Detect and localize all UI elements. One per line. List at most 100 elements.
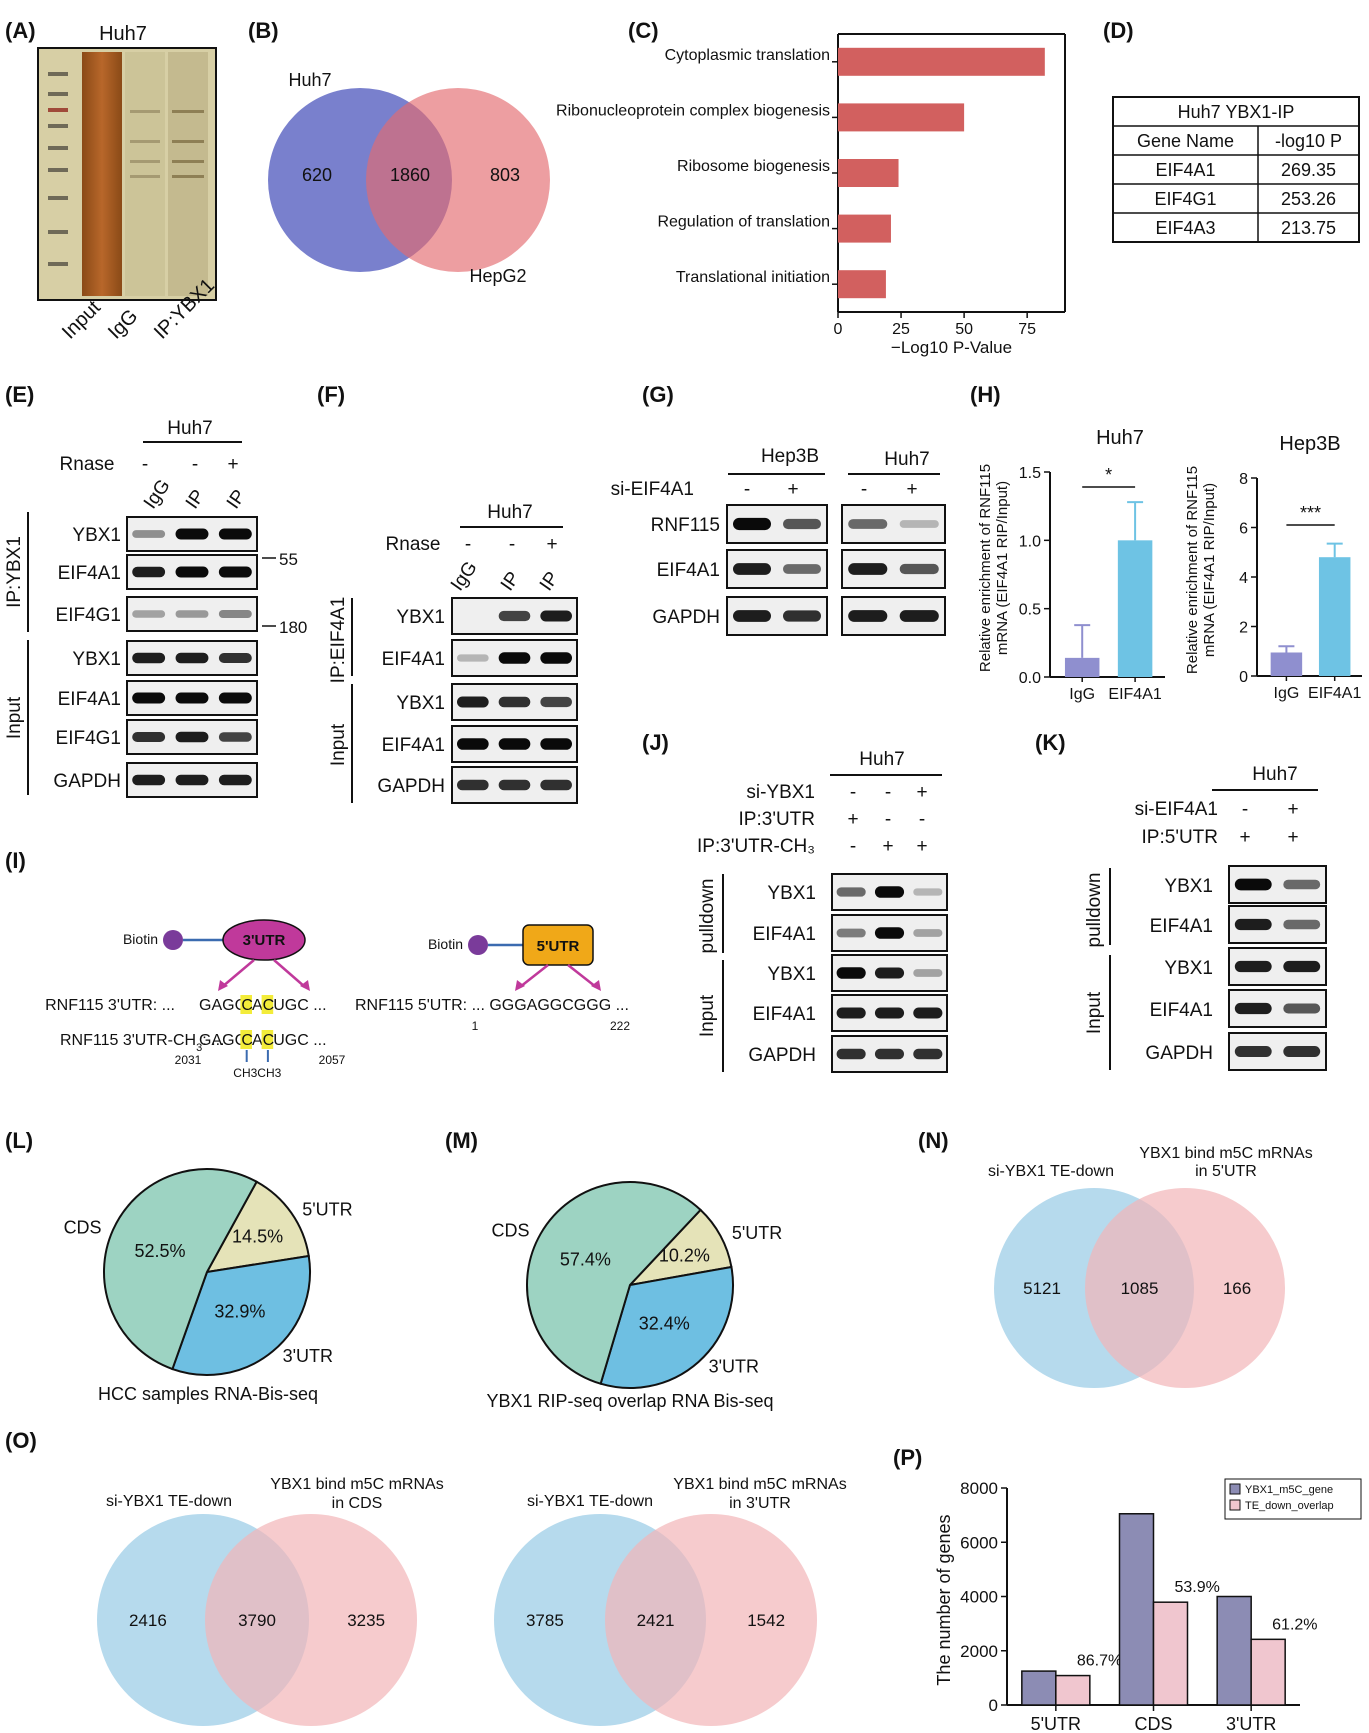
blot-band bbox=[733, 517, 771, 531]
venn-o-left-set1: si-YBX1 TE-down bbox=[106, 1493, 232, 1510]
chart-h-title: Huh7 bbox=[1096, 427, 1144, 449]
blot-f-ip-band-label: EIF4A1 bbox=[382, 649, 445, 670]
venn-b-circle-hepg2 bbox=[366, 88, 550, 272]
biotin-5utr-icon bbox=[468, 935, 488, 955]
blot-j-pulldown-band-label: YBX1 bbox=[767, 883, 816, 904]
blot-band bbox=[218, 774, 252, 786]
blot-band bbox=[498, 610, 531, 622]
blot-e-cell: Huh7 bbox=[167, 418, 212, 439]
blot-band bbox=[175, 774, 209, 786]
blot-k-input-band-label: GAPDH bbox=[1145, 1043, 1213, 1064]
blot-band bbox=[218, 566, 252, 578]
blot-band bbox=[836, 967, 866, 979]
chart-h-bar bbox=[1318, 557, 1351, 676]
seq-highlight bbox=[261, 1030, 274, 1049]
blot-band bbox=[848, 563, 888, 575]
blot-band bbox=[899, 520, 939, 528]
blot-j-group-pulldown: pulldown bbox=[697, 879, 718, 954]
blot-j-condition: IP:3'UTR-CH₃ bbox=[697, 836, 815, 857]
seq-3utr-pos-start: 2031 bbox=[175, 1053, 202, 1067]
blot-band bbox=[175, 652, 209, 664]
venn-o-left-only1: 2416 bbox=[129, 1611, 167, 1630]
probe-5utr-box bbox=[522, 924, 594, 966]
venn-b-only2: 803 bbox=[490, 165, 520, 185]
blot-f-lane-label: IgG bbox=[447, 558, 482, 595]
chart-c-category-label: Regulation of translation bbox=[657, 214, 830, 231]
blot-band bbox=[836, 887, 866, 897]
biotin-5utr-label: Biotin bbox=[428, 936, 463, 952]
venn-o-left-set2-line1: YBX1 bind m5C mRNAs bbox=[270, 1476, 443, 1493]
seq-highlight bbox=[240, 995, 252, 1014]
blot-band bbox=[175, 731, 209, 743]
blot-e-input-strip bbox=[126, 640, 258, 676]
blot-k-group-pulldown: pulldown bbox=[1084, 873, 1105, 948]
blot-band bbox=[175, 566, 209, 578]
pie-slice-value: 57.4% bbox=[560, 1249, 611, 1269]
chart-p-ytick-label: 0 bbox=[989, 1696, 998, 1715]
blot-g-sign: - bbox=[744, 479, 750, 500]
blot-band bbox=[218, 692, 252, 704]
venn-n-set2-line2: in 5'UTR bbox=[1195, 1163, 1257, 1180]
blot-e-input-strip bbox=[126, 762, 258, 798]
blot-band bbox=[457, 738, 489, 750]
blot-g-band-label: RNF115 bbox=[651, 515, 720, 536]
blot-band bbox=[218, 528, 252, 540]
chart-c-bar bbox=[838, 214, 891, 243]
panel-label-F: (F) bbox=[317, 382, 345, 407]
arrowhead-3utr-right bbox=[300, 980, 310, 991]
blot-g-treatment: si-EIF4A1 bbox=[611, 479, 694, 500]
blot-j-sign: - bbox=[850, 782, 856, 803]
blot-k-sign: + bbox=[1239, 827, 1250, 848]
blot-k-input-strip bbox=[1228, 947, 1327, 986]
blot-e-ip-band-label: EIF4A1 bbox=[58, 563, 121, 584]
blot-band bbox=[733, 563, 771, 575]
venn-o-right-set2-line1: YBX1 bind m5C mRNAs bbox=[673, 1476, 846, 1493]
blot-j-sign: + bbox=[916, 836, 927, 857]
probe-3utr-ellipse bbox=[222, 919, 306, 961]
blot-f-input-strip bbox=[451, 766, 578, 804]
probe-3utr-arrow bbox=[273, 959, 306, 988]
venn-o-right-circle-2 bbox=[605, 1514, 817, 1726]
blot-band bbox=[1283, 1046, 1321, 1057]
blot-band bbox=[540, 652, 572, 664]
venn-n-only2: 166 bbox=[1223, 1279, 1251, 1298]
blot-f-group-ip: IP:EIF4A1 bbox=[328, 597, 349, 684]
blot-j-input-strip bbox=[831, 954, 948, 992]
probe-5utr-arrow bbox=[519, 964, 549, 988]
chart-c-bar bbox=[838, 159, 899, 187]
blot-band bbox=[540, 779, 572, 791]
gel-igg-band bbox=[130, 160, 160, 163]
blot-g-band-label: GAPDH bbox=[652, 607, 720, 628]
blot-e-input-band-label: EIF4G1 bbox=[56, 728, 121, 749]
venn-o-left-both: 3790 bbox=[238, 1611, 276, 1630]
blot-e-rnase-sign: - bbox=[192, 454, 198, 475]
blot-j-sign: - bbox=[885, 809, 891, 830]
gel-ip-band bbox=[172, 160, 204, 163]
blot-e-input-band-label: EIF4A1 bbox=[58, 689, 121, 710]
chart-h-ytick-label: 8 bbox=[1239, 471, 1248, 488]
seq-5utr: RNF115 5'UTR: ... GGGAGGCGGG ... bbox=[355, 997, 629, 1014]
blot-j-pulldown-strip bbox=[831, 873, 948, 911]
pie-slice-name: 5'UTR bbox=[302, 1199, 352, 1219]
probe-3utr-arrow bbox=[221, 959, 255, 988]
chart-p-ytick-label: 6000 bbox=[960, 1533, 998, 1552]
blot-f-input-strip bbox=[451, 725, 578, 763]
chart-p-ytick-label: 2000 bbox=[960, 1642, 998, 1661]
blot-band bbox=[132, 530, 166, 538]
blot-f-lane-label: IP bbox=[497, 568, 524, 595]
blot-band bbox=[874, 927, 905, 939]
blot-f-input-band-label: YBX1 bbox=[396, 693, 445, 714]
blot-k-input-band-label: EIF4A1 bbox=[1150, 1000, 1213, 1021]
pie-slice-name: CDS bbox=[64, 1217, 102, 1237]
pie-m-caption: YBX1 RIP-seq overlap RNA Bis-seq bbox=[486, 1391, 773, 1411]
blot-g-huh7-strip bbox=[841, 504, 946, 544]
gel-marker-band bbox=[48, 146, 68, 150]
blot-band bbox=[848, 519, 888, 529]
pie-slice-value: 10.2% bbox=[659, 1246, 710, 1266]
chart-p-ytick-label: 4000 bbox=[960, 1588, 998, 1607]
blot-e-group-input: Input bbox=[4, 696, 25, 739]
blot-k-sign: - bbox=[1242, 799, 1248, 820]
chart-p-category-label: CDS bbox=[1134, 1714, 1172, 1733]
blot-j-condition: IP:3'UTR bbox=[739, 809, 815, 830]
chart-p-bar bbox=[1152, 1601, 1189, 1706]
